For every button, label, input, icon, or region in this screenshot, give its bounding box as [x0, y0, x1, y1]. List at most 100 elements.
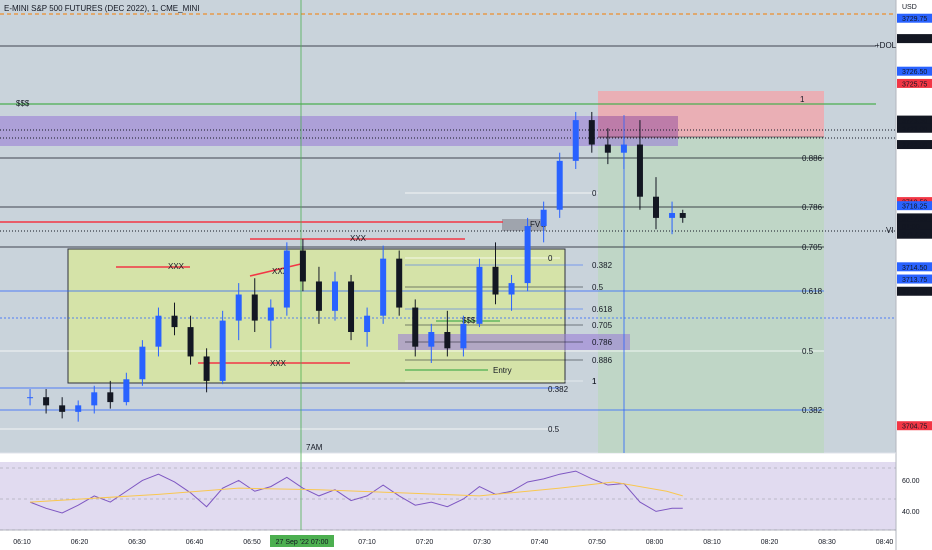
candle-body [556, 160, 563, 210]
candle-body [412, 307, 419, 347]
candle-body [155, 315, 162, 347]
fvg-box[interactable] [502, 219, 546, 231]
fib-r-0618: 0.618 [802, 287, 823, 296]
candle-body [27, 397, 34, 399]
time-tick-label: 06:40 [186, 539, 204, 546]
price-tag [897, 213, 932, 223]
candle-body [235, 294, 242, 321]
currency-label: USD [902, 4, 917, 11]
price-tag-text: 3713.00 [902, 289, 927, 296]
candle-body [460, 323, 467, 349]
price-tag-text: 3722.00 [902, 143, 927, 150]
time-axis-bg [0, 530, 896, 550]
time-tick-label: 08:10 [703, 539, 721, 546]
price-tag-text: 3717.50 [902, 216, 927, 223]
candle-body [428, 332, 435, 347]
chart-title: E-MINI S&P 500 FUTURES (DEC 2022), 1, CM… [4, 4, 199, 13]
fib-b-0382: 0.382 [548, 385, 569, 394]
fib-m-0: 0 [548, 254, 553, 263]
price-axis: USD 3729.753728.503726.503725.753723.503… [897, 4, 932, 431]
vi-label: VI [886, 226, 894, 235]
candle-body [91, 392, 98, 406]
candle-body [59, 405, 66, 412]
xxx1-label: XXX [350, 234, 367, 243]
time-tick-label: 06:30 [128, 539, 146, 546]
price-tag-text: 3725.75 [902, 81, 927, 88]
price-tag [897, 115, 932, 125]
rsi-ma-line [30, 481, 683, 503]
candle-body [251, 294, 258, 321]
candle-body [604, 144, 611, 153]
price-tag [897, 34, 932, 44]
candle-body [299, 250, 306, 282]
rsi-layer: 60.00 40.00 [0, 467, 920, 531]
price-tag-text: 3723.00 [902, 126, 927, 133]
target-zone[interactable] [598, 137, 824, 453]
time-tick-label: 07:20 [416, 539, 434, 546]
candle-body [396, 258, 403, 308]
price-tag [897, 421, 932, 431]
candle-body [332, 281, 338, 311]
price-tag [897, 274, 932, 284]
candle-body [187, 327, 194, 357]
7am-label: 7AM [306, 443, 323, 452]
price-tag-text: 3728.50 [902, 37, 927, 44]
candle-body [492, 266, 499, 295]
candle-body [653, 196, 659, 218]
price-tag [897, 229, 932, 239]
time-tick-label: 08:30 [818, 539, 836, 546]
price-tag [897, 66, 932, 76]
fvg-label: FVG [530, 220, 546, 229]
dol-label: +DOL [875, 41, 897, 50]
fib-r-0705: 0.705 [802, 243, 823, 252]
fib-r-0786: 0.786 [802, 203, 823, 212]
fib-r-0886: 0.886 [802, 154, 823, 163]
candle-body [540, 209, 547, 227]
fib-r-0382: 0.382 [802, 406, 823, 415]
candle-body [203, 356, 210, 381]
time-tick-label: 08:20 [761, 539, 779, 546]
fib-r-0: 0 [592, 189, 597, 198]
candle-body [171, 315, 178, 328]
price-tag-text: 3718.25 [902, 204, 927, 211]
rsi-axis-low: 40.00 [902, 509, 920, 516]
time-highlight-text: 27 Sep '22 07:00 [276, 539, 329, 546]
candle-body [444, 332, 451, 349]
candle-body [588, 120, 595, 145]
candle-body [139, 346, 146, 380]
price-tag-text: 3726.50 [902, 69, 927, 76]
candle-body [283, 250, 290, 308]
candle-body [75, 405, 82, 412]
price-tag [897, 286, 932, 296]
price-tag [897, 78, 932, 88]
fib-m-0705: 0.705 [592, 321, 613, 330]
candle-body [572, 120, 579, 161]
time-axis: 06:1006:2006:3006:4006:5007:0007:1007:20… [13, 535, 893, 547]
price-tag [897, 13, 932, 23]
rsi-line [29, 470, 683, 514]
time-tick-label: 07:30 [473, 539, 491, 546]
candle-body [267, 307, 274, 321]
fib-m-1: 1 [592, 377, 597, 386]
xxx3-line[interactable] [249, 262, 306, 277]
fib-r-05: 0.5 [802, 347, 814, 356]
candle-body [380, 258, 387, 316]
candle-body [219, 320, 226, 381]
price-tag-text: 3717.25 [902, 232, 927, 239]
price-tag [897, 221, 932, 231]
candle-body [43, 397, 50, 406]
candle-body [508, 283, 515, 295]
candle-body [476, 266, 483, 324]
time-tick-label: 08:00 [646, 539, 664, 546]
rsi-band [0, 462, 896, 530]
time-tick-label: 07:50 [588, 539, 606, 546]
ss-mid-label: $$$ [462, 316, 476, 325]
fib-m-0618: 0.618 [592, 305, 613, 314]
labels-layer: +DOL $$$ $$$ XXX XXX XXX XXX FVG Entry 7… [16, 41, 897, 452]
price-tag [897, 262, 932, 272]
supply-zone[interactable] [0, 116, 678, 146]
entry-label: Entry [493, 366, 512, 375]
price-tag [897, 123, 932, 133]
price-tag-text: 3713.75 [902, 277, 927, 284]
